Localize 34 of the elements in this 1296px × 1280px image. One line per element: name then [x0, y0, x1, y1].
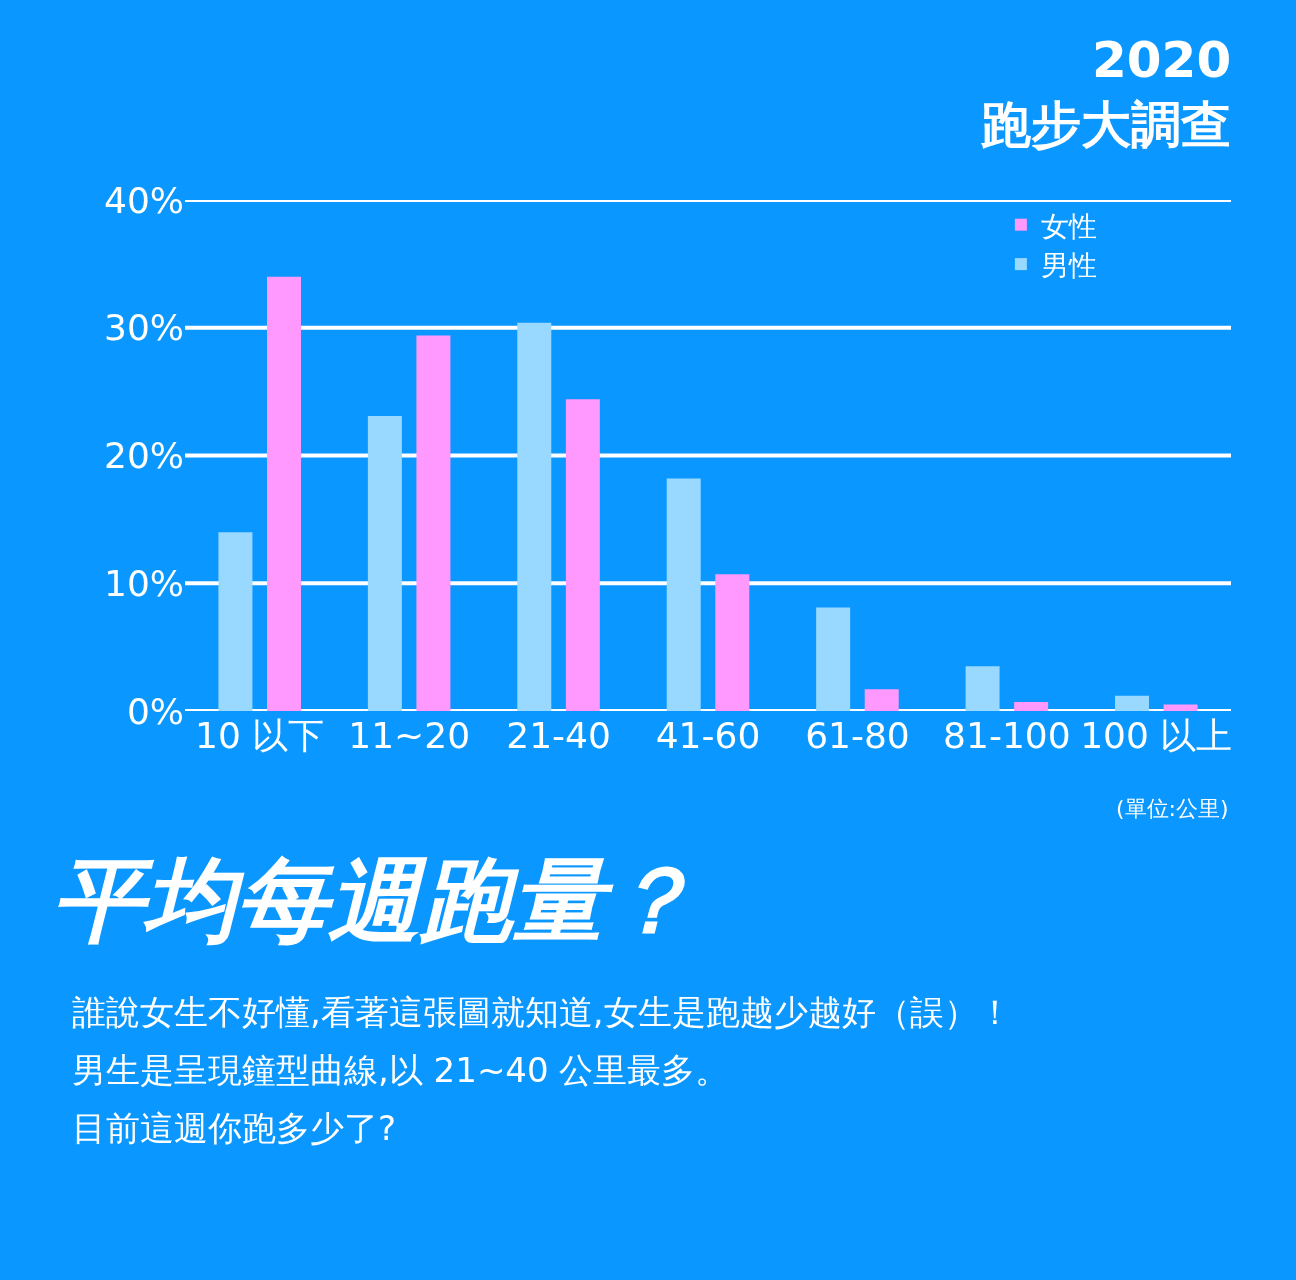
- bar: [965, 666, 1000, 711]
- legend-label: 男性: [1040, 249, 1097, 283]
- text: 男生是呈現鐘型曲線,以 21~40 公里最多。: [72, 1050, 730, 1090]
- bar: [517, 322, 552, 711]
- bar: [1014, 702, 1049, 711]
- y-tick-label: 20%: [103, 435, 184, 477]
- x-tick-label: 81-100: [943, 715, 1071, 756]
- bar: [218, 532, 253, 711]
- bar: [267, 276, 301, 711]
- text: 平均每週跑量？: [52, 847, 696, 954]
- bar: [666, 478, 701, 711]
- x-tick-label: 61-80: [805, 715, 910, 756]
- x-tick-label: 11~20: [348, 715, 471, 756]
- x-tick-label: 21-40: [506, 715, 611, 756]
- x-tick-label: 100 以上: [1080, 715, 1233, 756]
- y-tick-label: 30%: [103, 307, 184, 349]
- y-tick-label: 40%: [103, 179, 184, 221]
- bar: [715, 574, 750, 711]
- text: 目前這週你跑多少了?: [72, 1108, 397, 1148]
- bar: [1115, 695, 1149, 711]
- y-tick-label: 0%: [126, 690, 184, 732]
- text: 誰說女生不好懂,看著這張圖就知道,女生是跑越少越好（誤）！: [72, 992, 1012, 1032]
- bar: [367, 415, 402, 711]
- legend-label: 女性: [1040, 209, 1097, 243]
- x-tick-label: 41-60: [655, 715, 761, 756]
- bar: [565, 399, 600, 711]
- y-tick-label: 10%: [103, 562, 184, 604]
- bar: [416, 335, 451, 711]
- bar: [816, 607, 851, 711]
- text: (單位:公里): [1116, 796, 1229, 821]
- x-tick-label: 10 以下: [195, 715, 325, 756]
- bar: [864, 689, 899, 711]
- bar: [1163, 704, 1198, 711]
- chart-title: 2020 跑步大調查: [980, 30, 1232, 154]
